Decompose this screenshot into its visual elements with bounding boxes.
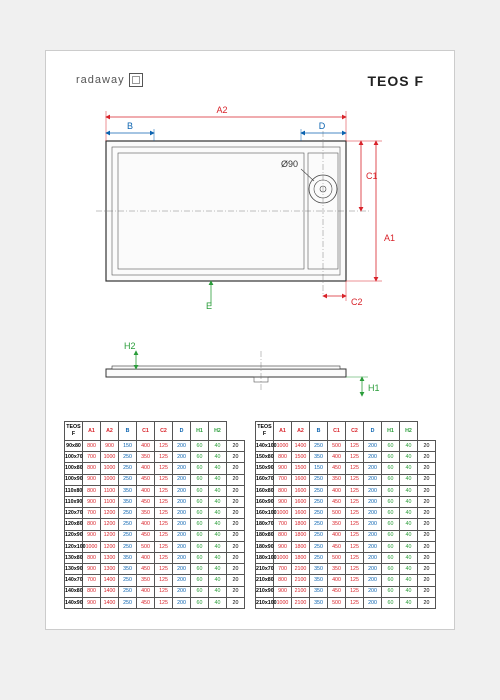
dim-A1: A1 [384, 233, 395, 243]
spec-sheet: radaway TEOS F [45, 50, 455, 630]
side-drawing: H2 H1 [76, 341, 426, 401]
dim-C1: C1 [366, 171, 378, 181]
dim-table-right: TEOS FA1A2BC1C2DH1H2140x1001000140025050… [255, 421, 436, 609]
brand-text: radaway [76, 74, 125, 86]
drain-label: Ø90 [281, 159, 298, 169]
dim-H1: H1 [368, 383, 380, 393]
brand-icon [129, 73, 143, 87]
model-title: TEOS F [367, 73, 424, 89]
dimension-tables: TEOS FA1A2BC1C2DH1H290x80800900150400125… [64, 421, 436, 609]
dim-E: E [206, 301, 212, 311]
brand-logo: radaway [76, 73, 143, 87]
dim-H2: H2 [124, 341, 136, 351]
dim-C2: C2 [351, 297, 363, 307]
dim-D: D [319, 121, 326, 131]
dim-table-left: TEOS FA1A2BC1C2DH1H290x80800900150400125… [64, 421, 245, 609]
plan-drawing: Ø90 A2 B D A1 C1 [76, 101, 426, 311]
dim-B: B [127, 121, 133, 131]
dim-A2: A2 [216, 105, 227, 115]
